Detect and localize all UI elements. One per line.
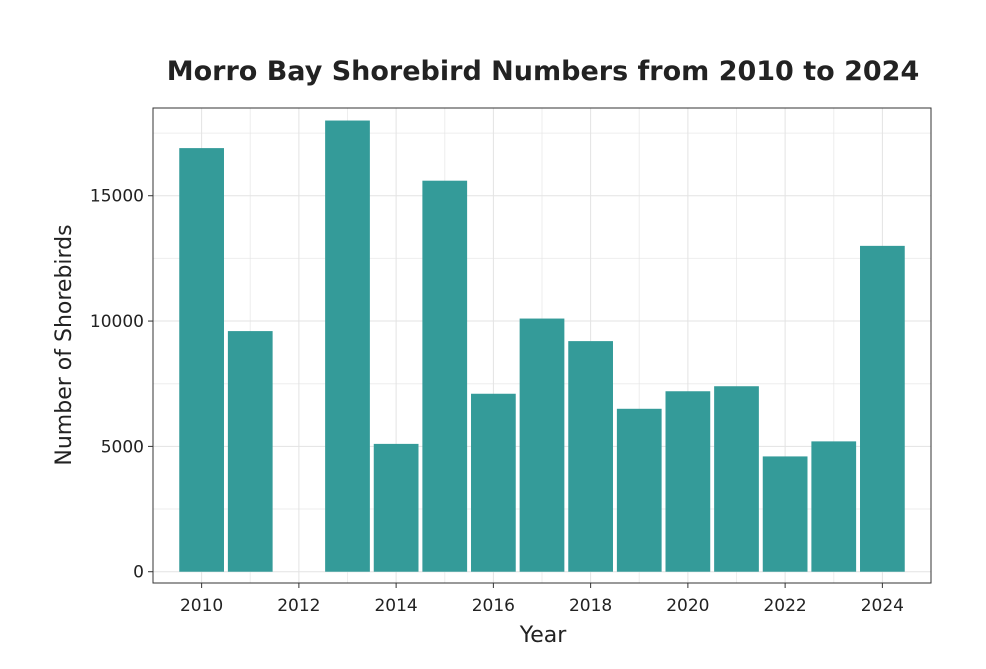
y-tick-label: 10000 (90, 312, 144, 332)
x-tick-label: 2016 (472, 596, 515, 616)
bar-2016 (471, 393, 516, 572)
x-tick-label: 2018 (569, 596, 612, 616)
chart-title: Morro Bay Shorebird Numbers from 2010 to… (167, 56, 920, 87)
bar-2014 (373, 443, 419, 572)
bar-2010 (179, 148, 224, 572)
bar-2020 (665, 391, 711, 572)
x-tick-label: 2012 (277, 596, 320, 616)
x-tick-label: 2024 (861, 596, 904, 616)
bar-2011 (227, 331, 273, 572)
x-tick-label: 2022 (763, 596, 806, 616)
y-axis-title: Number of Shorebirds (52, 224, 77, 465)
y-tick-label: 5000 (101, 437, 144, 457)
x-tick-label: 2014 (374, 596, 417, 616)
bar-2024 (860, 245, 905, 572)
bar-2017 (519, 318, 565, 572)
x-axis-title: Year (519, 623, 568, 648)
bar-2023 (811, 441, 857, 572)
bar-2019 (616, 408, 662, 572)
plot-frame (152, 107, 932, 584)
bar-2013 (325, 120, 370, 572)
bar-2018 (568, 341, 613, 572)
bar-2021 (714, 386, 759, 572)
axis-ticks: 2010 2012 2014 2016 2018 2020 2022 2024 0 5000 100… (90, 187, 904, 616)
x-tick-label: 2020 (666, 596, 709, 616)
x-tick-label: 2010 (180, 596, 223, 616)
bars (179, 120, 905, 572)
y-tick-label: 15000 (90, 187, 144, 207)
bar-2022 (762, 456, 808, 572)
y-tick-label: 0 (133, 563, 144, 583)
bar-2015 (422, 180, 468, 572)
